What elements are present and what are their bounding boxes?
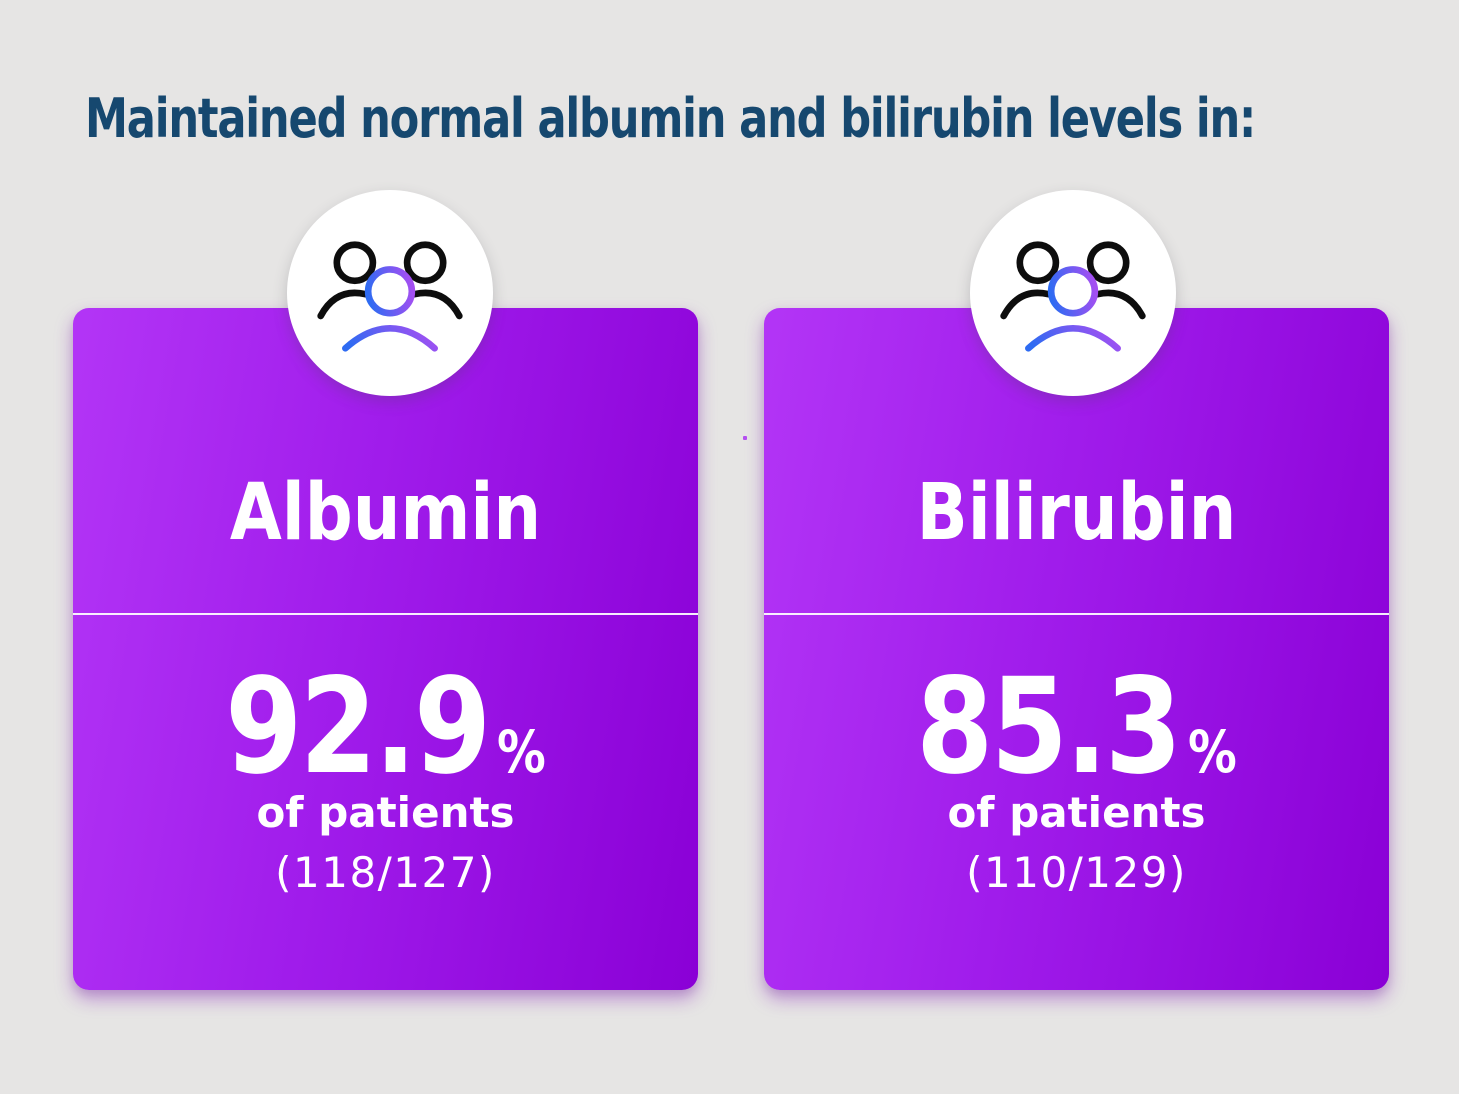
people-group-icon	[317, 241, 463, 352]
stray-dot	[743, 436, 747, 440]
stat-value: 85.3	[916, 650, 1182, 804]
percent-sign: %	[497, 718, 546, 786]
card-name-bilirubin: Bilirubin	[916, 468, 1237, 558]
headline: Maintained normal albumin and bilirubin …	[85, 87, 1256, 150]
divider-line	[73, 613, 698, 615]
fraction-label: (110/129)	[966, 848, 1187, 897]
bilirubin-people-badge	[970, 190, 1176, 396]
stat-line-albumin: 92.9%	[123, 661, 648, 793]
of-patients-label: of patients	[947, 788, 1206, 837]
divider-line	[764, 613, 1389, 615]
stat-value: 92.9	[225, 650, 491, 804]
percent-sign: %	[1188, 718, 1237, 786]
of-patients-label: of patients	[256, 788, 515, 837]
albumin-people-badge	[287, 190, 493, 396]
stat-line-bilirubin: 85.3%	[814, 661, 1339, 793]
fraction-label: (118/127)	[275, 848, 496, 897]
card-name-albumin: Albumin	[229, 468, 542, 558]
bilirubin-card: Bilirubin 85.3% of patients (110/129)	[764, 308, 1389, 990]
albumin-card: Albumin 92.9% of patients (118/127)	[73, 308, 698, 990]
people-group-icon	[1000, 241, 1146, 352]
